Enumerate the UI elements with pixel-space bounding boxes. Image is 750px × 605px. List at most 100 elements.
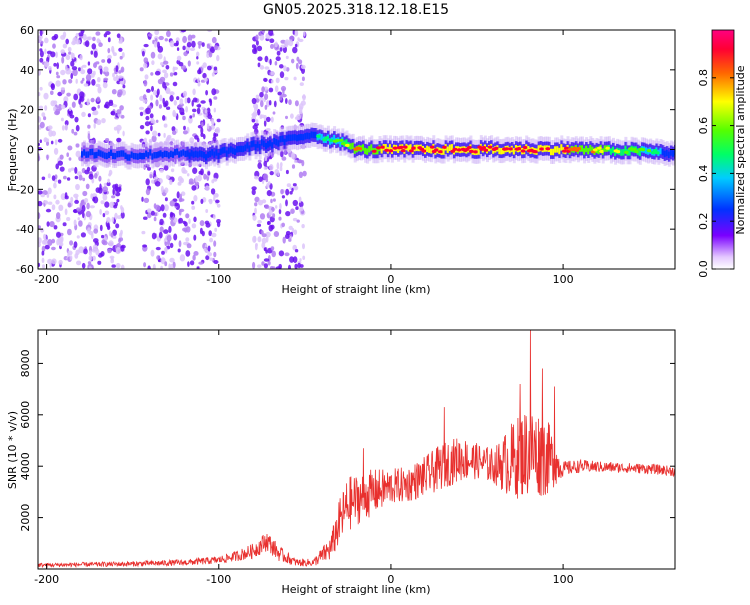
noise-speckle <box>38 200 43 207</box>
ridge-core <box>279 136 283 143</box>
noise-speckle <box>254 122 259 127</box>
noise-speckle <box>150 249 155 257</box>
ridge-core <box>141 153 144 160</box>
ridge-core <box>223 146 227 154</box>
noise-speckle <box>47 125 53 130</box>
noise-speckle <box>268 87 274 93</box>
ridge-peak <box>483 148 489 152</box>
ridge-core <box>638 149 642 157</box>
noise-speckle <box>274 85 279 93</box>
noise-speckle <box>299 258 302 262</box>
noise-speckle <box>70 73 73 80</box>
noise-speckle <box>191 205 196 210</box>
noise-speckle <box>213 66 218 71</box>
noise-speckle <box>97 260 102 265</box>
ridge-core <box>236 146 239 153</box>
noise-speckle <box>184 97 188 104</box>
noise-speckle <box>207 245 211 252</box>
noise-speckle <box>57 138 63 143</box>
ridge-peak <box>380 145 386 149</box>
noise-speckle <box>255 119 259 124</box>
noise-speckle <box>292 30 296 35</box>
noise-speckle <box>180 65 187 70</box>
noise-speckle <box>291 187 294 192</box>
noise-speckle <box>159 226 164 233</box>
noise-speckle <box>257 236 262 243</box>
noise-speckle <box>87 61 91 66</box>
noise-speckle <box>99 68 103 75</box>
noise-speckle <box>116 198 120 203</box>
colorbar-frame <box>711 29 735 270</box>
ridge-core <box>304 133 308 140</box>
noise-speckle <box>277 91 283 96</box>
noise-speckle <box>43 238 48 245</box>
ridge-core <box>302 134 306 141</box>
noise-speckle <box>147 33 153 37</box>
noise-speckle <box>273 100 277 108</box>
ridge-core <box>543 145 547 152</box>
noise-speckle <box>53 147 59 155</box>
noise-speckle <box>146 88 151 93</box>
noise-speckle <box>42 264 45 269</box>
ridge-peak <box>437 150 444 154</box>
noise-speckle <box>87 261 92 265</box>
ridge-core <box>312 131 316 139</box>
y-tick-label: -60 <box>16 263 34 276</box>
noise-speckle <box>288 99 292 106</box>
noise-speckle <box>138 106 145 111</box>
noise-speckle <box>49 221 55 228</box>
noise-speckle <box>182 35 188 44</box>
noise-speckle <box>274 61 278 66</box>
noise-speckle <box>301 76 305 82</box>
ridge-core <box>233 148 237 155</box>
noise-speckle <box>150 125 153 132</box>
noise-speckle <box>67 46 72 52</box>
ridge-core <box>132 152 136 160</box>
ridge-core <box>415 144 419 151</box>
noise-speckle <box>122 84 126 89</box>
noise-speckle <box>72 37 78 44</box>
noise-speckle <box>251 118 256 123</box>
noise-speckle <box>85 40 90 48</box>
noise-speckle <box>257 159 262 163</box>
noise-speckle <box>91 79 96 86</box>
noise-speckle <box>164 100 169 107</box>
noise-speckle <box>198 261 204 265</box>
noise-speckle <box>95 83 101 88</box>
ridge-core <box>384 144 388 151</box>
noise-speckle <box>45 208 52 213</box>
noise-speckle <box>150 210 155 216</box>
noise-speckle <box>51 175 56 181</box>
noise-speckle <box>291 228 295 234</box>
noise-speckle <box>143 62 148 69</box>
noise-speckle <box>188 181 195 185</box>
ridge-core <box>147 152 151 159</box>
noise-speckle <box>261 237 267 244</box>
ridge-peak <box>599 149 605 154</box>
noise-speckle <box>172 112 177 117</box>
ridge-core <box>428 146 432 153</box>
noise-speckle <box>202 62 207 68</box>
noise-speckle <box>296 56 300 62</box>
ridge-core <box>87 151 91 158</box>
noise-speckle <box>170 168 175 173</box>
noise-speckle <box>216 221 221 228</box>
noise-speckle <box>89 205 95 209</box>
noise-speckle <box>65 64 68 71</box>
noise-speckle <box>255 40 259 46</box>
noise-speckle <box>211 88 217 96</box>
noise-speckle <box>272 198 276 202</box>
noise-speckle <box>302 94 306 101</box>
noise-speckle <box>164 197 168 202</box>
ridge-peak <box>334 138 340 143</box>
noise-speckle <box>71 66 78 71</box>
ridge-peak <box>623 150 630 154</box>
noise-speckle <box>69 114 75 119</box>
snr-y-label: SNR (10 * v/v) <box>6 411 19 489</box>
noise-speckle <box>149 113 154 119</box>
noise-speckle <box>39 121 45 129</box>
noise-speckle <box>191 223 197 229</box>
x-tick-label: 0 <box>387 273 394 286</box>
noise-speckle <box>213 251 217 258</box>
noise-speckle <box>191 185 197 191</box>
